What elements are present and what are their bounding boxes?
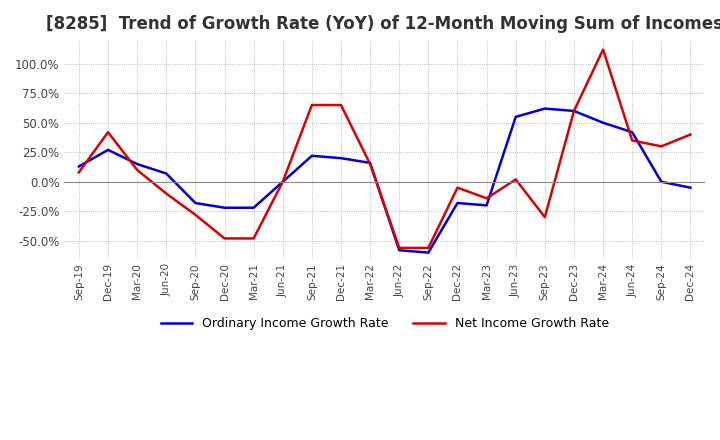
Net Income Growth Rate [424,245,433,250]
Ordinary Income Growth Rate [511,114,520,120]
Net Income Growth Rate [366,161,374,167]
Ordinary Income Growth Rate [307,153,316,158]
Net Income Growth Rate [75,170,84,175]
Ordinary Income Growth Rate [162,171,171,176]
Net Income Growth Rate [104,129,112,135]
Ordinary Income Growth Rate [686,185,695,191]
Net Income Growth Rate [570,108,578,114]
Ordinary Income Growth Rate [453,200,462,205]
Ordinary Income Growth Rate [279,179,287,184]
Net Income Growth Rate [337,103,346,108]
Title: [8285]  Trend of Growth Rate (YoY) of 12-Month Moving Sum of Incomes: [8285] Trend of Growth Rate (YoY) of 12-… [46,15,720,33]
Net Income Growth Rate [686,132,695,137]
Ordinary Income Growth Rate [541,106,549,111]
Line: Net Income Growth Rate: Net Income Growth Rate [79,50,690,248]
Ordinary Income Growth Rate [220,205,229,210]
Net Income Growth Rate [191,212,199,217]
Net Income Growth Rate [220,236,229,241]
Net Income Growth Rate [628,138,636,143]
Net Income Growth Rate [657,144,666,149]
Ordinary Income Growth Rate [133,161,142,167]
Net Income Growth Rate [279,179,287,184]
Net Income Growth Rate [482,196,491,201]
Ordinary Income Growth Rate [366,160,374,165]
Net Income Growth Rate [307,103,316,108]
Ordinary Income Growth Rate [249,205,258,210]
Ordinary Income Growth Rate [657,179,666,184]
Net Income Growth Rate [162,191,171,196]
Net Income Growth Rate [395,245,404,250]
Ordinary Income Growth Rate [599,120,608,125]
Ordinary Income Growth Rate [482,203,491,208]
Ordinary Income Growth Rate [424,250,433,255]
Net Income Growth Rate [541,215,549,220]
Net Income Growth Rate [453,185,462,191]
Net Income Growth Rate [599,47,608,52]
Ordinary Income Growth Rate [395,248,404,253]
Ordinary Income Growth Rate [570,108,578,114]
Ordinary Income Growth Rate [628,129,636,135]
Line: Ordinary Income Growth Rate: Ordinary Income Growth Rate [79,109,690,253]
Net Income Growth Rate [133,167,142,172]
Legend: Ordinary Income Growth Rate, Net Income Growth Rate: Ordinary Income Growth Rate, Net Income … [156,312,613,335]
Ordinary Income Growth Rate [191,200,199,205]
Net Income Growth Rate [249,236,258,241]
Ordinary Income Growth Rate [104,147,112,153]
Ordinary Income Growth Rate [337,155,346,161]
Net Income Growth Rate [511,177,520,182]
Ordinary Income Growth Rate [75,164,84,169]
